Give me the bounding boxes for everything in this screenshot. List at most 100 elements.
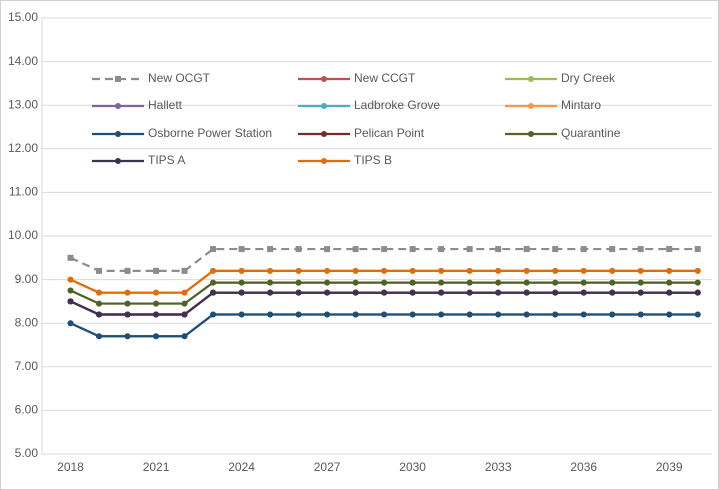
legend-marker xyxy=(321,158,327,164)
marker xyxy=(495,267,502,274)
legend-marker xyxy=(321,76,327,82)
marker xyxy=(238,267,245,274)
legend-marker xyxy=(115,76,121,82)
marker xyxy=(466,289,473,296)
x-tick-label: 2033 xyxy=(485,460,512,474)
legend-label: Osborne Power Station xyxy=(148,126,272,140)
legend-marker xyxy=(321,131,327,137)
marker xyxy=(381,311,388,318)
marker xyxy=(466,279,473,286)
marker xyxy=(210,246,217,253)
y-tick-label: 12.00 xyxy=(8,141,38,155)
marker xyxy=(153,333,160,340)
marker xyxy=(666,246,673,253)
y-tick-label: 11.00 xyxy=(9,185,38,199)
marker xyxy=(666,289,673,296)
marker xyxy=(580,246,587,253)
marker xyxy=(523,289,530,296)
x-tick-label: 2027 xyxy=(314,460,341,474)
marker xyxy=(466,311,473,318)
marker xyxy=(267,246,274,253)
marker xyxy=(352,246,359,253)
marker xyxy=(409,311,416,318)
marker xyxy=(352,279,359,286)
marker xyxy=(181,311,188,318)
legend-label: TIPS A xyxy=(148,153,185,167)
legend-marker xyxy=(528,76,534,82)
marker xyxy=(438,279,445,286)
y-tick-label: 10.00 xyxy=(8,228,38,242)
x-tick-label: 2030 xyxy=(399,460,426,474)
marker xyxy=(495,279,502,286)
x-tick-label: 2036 xyxy=(570,460,597,474)
marker xyxy=(352,311,359,318)
marker xyxy=(438,246,445,253)
marker xyxy=(552,311,559,318)
marker xyxy=(295,246,302,253)
marker xyxy=(466,246,473,253)
legend-label: New CCGT xyxy=(354,71,416,85)
marker xyxy=(210,289,217,296)
marker xyxy=(552,289,559,296)
marker xyxy=(96,289,103,296)
marker xyxy=(409,246,416,253)
marker xyxy=(666,311,673,318)
marker xyxy=(609,267,616,274)
marker xyxy=(238,311,245,318)
marker xyxy=(210,311,217,318)
marker xyxy=(153,311,160,318)
marker xyxy=(694,267,701,274)
marker xyxy=(666,267,673,274)
legend-marker xyxy=(528,131,534,137)
legend-marker xyxy=(528,103,534,109)
marker xyxy=(409,267,416,274)
legend-label: Hallett xyxy=(148,98,183,112)
marker xyxy=(324,311,331,318)
y-tick-label: 15.00 xyxy=(8,10,38,24)
marker xyxy=(495,311,502,318)
marker xyxy=(124,289,131,296)
marker xyxy=(409,289,416,296)
marker xyxy=(381,289,388,296)
marker xyxy=(153,267,160,274)
x-tick-label: 2021 xyxy=(143,460,170,474)
marker xyxy=(609,246,616,253)
marker xyxy=(523,279,530,286)
marker xyxy=(324,289,331,296)
marker xyxy=(552,246,559,253)
legend-label: New OCGT xyxy=(148,71,211,85)
marker xyxy=(210,279,217,286)
marker xyxy=(637,289,644,296)
marker xyxy=(694,289,701,296)
marker xyxy=(96,267,103,274)
marker xyxy=(637,267,644,274)
marker xyxy=(324,267,331,274)
marker xyxy=(181,300,188,307)
marker xyxy=(637,311,644,318)
marker xyxy=(96,300,103,307)
marker xyxy=(438,311,445,318)
marker xyxy=(267,279,274,286)
marker xyxy=(96,311,103,318)
marker xyxy=(409,279,416,286)
marker xyxy=(694,246,701,253)
marker xyxy=(153,300,160,307)
x-tick-label: 2039 xyxy=(656,460,683,474)
marker xyxy=(523,267,530,274)
y-tick-label: 9.00 xyxy=(15,272,39,286)
marker xyxy=(124,300,131,307)
legend-marker xyxy=(115,131,121,137)
marker xyxy=(181,333,188,340)
marker xyxy=(295,279,302,286)
marker xyxy=(381,267,388,274)
marker xyxy=(580,311,587,318)
marker xyxy=(295,311,302,318)
marker xyxy=(324,279,331,286)
marker xyxy=(694,279,701,286)
marker xyxy=(267,267,274,274)
y-tick-label: 13.00 xyxy=(8,97,38,111)
marker xyxy=(609,289,616,296)
marker xyxy=(238,246,245,253)
marker xyxy=(295,289,302,296)
